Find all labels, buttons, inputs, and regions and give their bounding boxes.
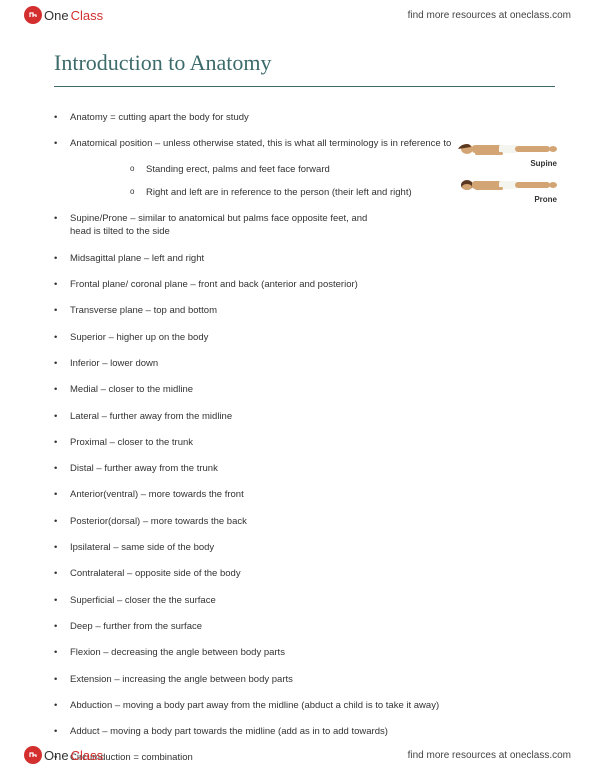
supine-label: Supine: [530, 159, 557, 168]
list-item-text: Adduct – moving a body part towards the …: [70, 726, 388, 737]
list-item-text: Superior – higher up on the body: [70, 332, 208, 343]
page-footer: OneClass find more resources at oneclass…: [0, 740, 595, 770]
list-item-text: Frontal plane/ coronal plane – front and…: [70, 279, 358, 290]
list-item: Adduct – moving a body part towards the …: [54, 725, 554, 738]
list-item: Supine/Prone – similar to anatomical but…: [54, 212, 384, 239]
list-item: Extension – increasing the angle between…: [54, 673, 384, 686]
footer-tagline: find more resources at oneclass.com: [408, 750, 571, 761]
list-item: Distal – further away from the trunk: [54, 462, 384, 475]
list-item: Deep – further from the surface: [54, 620, 384, 633]
list-item-text: Superficial – closer the the surface: [70, 595, 216, 606]
page-header: OneClass find more resources at oneclass…: [0, 0, 595, 30]
list-item: Contralateral – opposite side of the bod…: [54, 567, 384, 580]
list-item: Proximal – closer to the trunk: [54, 436, 384, 449]
logo-text-one: One: [44, 8, 69, 23]
prone-figure: Prone: [445, 176, 565, 204]
list-item: Flexion – decreasing the angle between b…: [54, 646, 384, 659]
title-underline: [54, 86, 555, 87]
list-item-text: Flexion – decreasing the angle between b…: [70, 647, 285, 658]
list-item: Medial – closer to the midline: [54, 383, 384, 396]
list-item: Inferior – lower down: [54, 357, 384, 370]
list-item-text: Anatomical position – unless otherwise s…: [70, 138, 451, 149]
logo-text-class: Class: [71, 8, 104, 23]
list-item: Posterior(dorsal) – more towards the bac…: [54, 515, 384, 528]
list-item-text: Distal – further away from the trunk: [70, 463, 218, 474]
list-item-text: Ipsilateral – same side of the body: [70, 542, 214, 553]
list-item-text: Supine/Prone – similar to anatomical but…: [70, 213, 367, 237]
sub-list-item-text: Right and left are in reference to the p…: [146, 187, 412, 198]
list-item-text: Proximal – closer to the trunk: [70, 437, 193, 448]
list-item: Anatomy = cutting apart the body for stu…: [54, 111, 554, 124]
logo-text-class: Class: [71, 748, 104, 763]
logo-icon: [24, 746, 42, 764]
list-item-text: Anatomy = cutting apart the body for stu…: [70, 112, 249, 123]
logo-icon: [24, 6, 42, 24]
document-content: Introduction to Anatomy Anatomy = cuttin…: [54, 50, 555, 778]
list-item-text: Anterior(ventral) – more towards the fro…: [70, 489, 244, 500]
list-item-text: Inferior – lower down: [70, 358, 158, 369]
list-item: Superior – higher up on the body: [54, 331, 384, 344]
list-item-text: Contralateral – opposite side of the bod…: [70, 568, 241, 579]
list-item-text: Abduction – moving a body part away from…: [70, 700, 439, 711]
list-item-text: Lateral – further away from the midline: [70, 411, 232, 422]
list-item-text: Deep – further from the surface: [70, 621, 202, 632]
list-item-text: Extension – increasing the angle between…: [70, 674, 293, 685]
list-item: Superficial – closer the the surface: [54, 594, 384, 607]
brand-logo-footer: OneClass: [24, 746, 103, 764]
list-item-text: Medial – closer to the midline: [70, 384, 193, 395]
logo-text-one: One: [44, 748, 69, 763]
definition-list: Anatomy = cutting apart the body for stu…: [54, 111, 555, 765]
list-item-text: Transverse plane – top and bottom: [70, 305, 217, 316]
position-figure: Supine Prone: [445, 140, 565, 204]
sub-list-item-text: Standing erect, palms and feet face forw…: [146, 164, 330, 175]
list-item: Frontal plane/ coronal plane – front and…: [54, 278, 384, 291]
prone-label: Prone: [534, 195, 557, 204]
list-item-text: Posterior(dorsal) – more towards the bac…: [70, 516, 247, 527]
list-item: Ipsilateral – same side of the body: [54, 541, 384, 554]
list-item-text: Midsagittal plane – left and right: [70, 253, 204, 264]
list-item: Lateral – further away from the midline: [54, 410, 384, 423]
list-item: Anterior(ventral) – more towards the fro…: [54, 488, 384, 501]
page-title: Introduction to Anatomy: [54, 50, 555, 76]
list-item: Midsagittal plane – left and right: [54, 252, 384, 265]
brand-logo: OneClass: [24, 6, 103, 24]
list-item: Abduction – moving a body part away from…: [54, 699, 554, 712]
supine-figure: Supine: [445, 140, 565, 168]
list-item: Transverse plane – top and bottom: [54, 304, 384, 317]
header-tagline: find more resources at oneclass.com: [408, 10, 571, 21]
